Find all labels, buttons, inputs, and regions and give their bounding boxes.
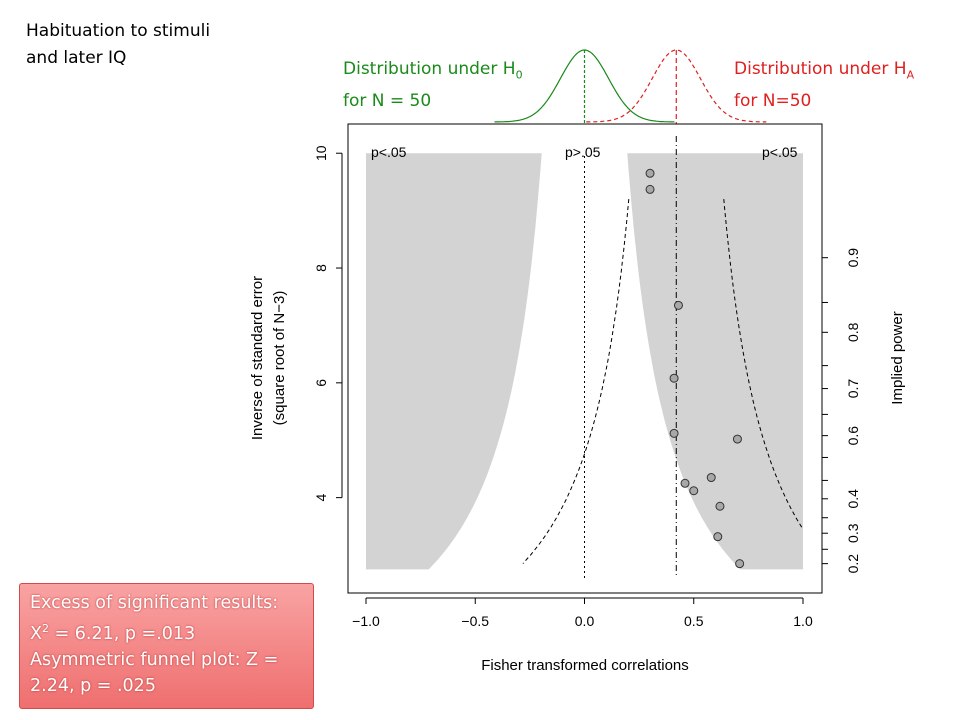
slide-title: Habituation to stimuli and later IQ: [26, 18, 266, 72]
data-point: [645, 184, 655, 194]
x-tick-label: −1.0: [352, 613, 380, 629]
left-significance-region: [366, 153, 542, 570]
data-point: [715, 501, 725, 511]
callout-chi-value: = 6.21, p =.013: [49, 623, 196, 644]
y-tick-label: 8: [313, 264, 329, 272]
x-tick-label: 0.5: [684, 613, 704, 629]
callout-chi-symbol: X: [30, 623, 42, 644]
results-callout: Excess of significant results: X2 = 6.21…: [19, 583, 314, 709]
ha-sample-size: for N=50: [734, 91, 812, 112]
power-axis-title: Implied power: [889, 311, 906, 404]
power-tick-label: 0.9: [845, 248, 861, 268]
ha-label-subscript: A: [906, 68, 915, 82]
data-point: [713, 532, 723, 542]
data-point: [673, 300, 683, 310]
power-tick-label: 0.2: [845, 554, 861, 574]
callout-chi-exponent: 2: [42, 622, 49, 635]
slide-title-line2: and later IQ: [26, 48, 127, 68]
y-tick-label: 10: [313, 145, 329, 161]
x-axis: −1.0 −0.5 0.0 0.5 1.0: [352, 597, 813, 629]
y-axis: 4 6 8 10: [313, 145, 343, 502]
x-axis-title: Fisher transformed correlations: [481, 657, 689, 674]
ha-label-text: Distribution under H: [734, 59, 907, 79]
data-points: [645, 168, 745, 569]
power-axis: 0.2 0.3 0.4 0.6 0.7 0.8 0.9: [821, 248, 861, 574]
y-axis-title-line1: Inverse of standard error: [249, 276, 266, 440]
middle-region-label: p>.05: [565, 144, 601, 160]
data-point: [689, 486, 699, 496]
data-point: [735, 559, 745, 569]
slide-title-line1: Habituation to stimuli: [26, 21, 211, 41]
ha-distribution-curve: [586, 49, 767, 123]
y-tick-label: 4: [313, 494, 329, 502]
h0-label-text: Distribution under H: [343, 59, 516, 79]
power-tick-label: 0.6: [845, 426, 861, 446]
power-tick-label: 0.7: [845, 379, 861, 399]
x-tick-label: −0.5: [461, 613, 489, 629]
left-region-label: p<.05: [371, 144, 407, 160]
ha-distribution-label: Distribution under HA for N=50: [734, 56, 914, 115]
data-point: [645, 168, 655, 178]
callout-line4: 2.24, p = .025: [30, 675, 156, 696]
h0-distribution-label: Distribution under H0 for N = 50: [343, 56, 523, 115]
power-tick-label: 0.3: [845, 523, 861, 543]
power-tick-label: 0.4: [845, 489, 861, 509]
x-tick-label: 0.0: [575, 613, 595, 629]
data-point: [680, 478, 690, 488]
y-tick-label: 6: [313, 379, 329, 387]
callout-line1: Excess of significant results:: [30, 593, 279, 613]
h0-label-subscript: 0: [515, 68, 523, 82]
data-point: [732, 434, 742, 444]
right-significance-region: [627, 153, 803, 570]
left-power-curve: [522, 199, 630, 564]
callout-line3: Asymmetric funnel plot: Z =: [30, 649, 279, 670]
data-point: [706, 473, 716, 483]
y-axis-title-line2: (square root of N−3): [271, 291, 288, 426]
power-tick-label: 0.8: [845, 322, 861, 342]
data-point: [669, 373, 679, 383]
data-point: [669, 428, 679, 438]
right-region-label: p<.05: [762, 144, 798, 160]
callout-line2: X2 = 6.21, p =.013: [30, 616, 303, 647]
h0-sample-size: for N = 50: [343, 91, 432, 112]
x-tick-label: 1.0: [793, 613, 813, 629]
